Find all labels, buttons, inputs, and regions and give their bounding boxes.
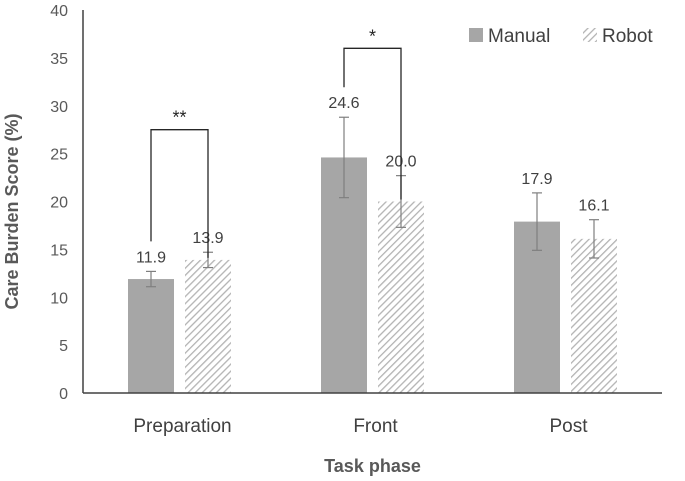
significance-bracket xyxy=(343,47,402,200)
significance-bracket xyxy=(150,129,209,258)
legend-label-manual: Manual xyxy=(488,26,550,47)
x-tick-label: Preparation xyxy=(133,416,231,437)
legend-swatch-robot xyxy=(583,28,597,42)
y-tick-label: 0 xyxy=(59,386,68,403)
data-label: 11.9 xyxy=(136,249,166,266)
y-tick-label: 5 xyxy=(59,338,68,355)
legend-swatch-manual xyxy=(469,28,483,42)
x-tick-label: Front xyxy=(353,416,398,437)
significance-label: * xyxy=(369,26,376,46)
y-tick-label: 35 xyxy=(50,51,68,68)
x-axis-title: Task phase xyxy=(324,456,421,476)
bar-robot-preparation xyxy=(185,259,231,393)
plot-area: 11.913.924.620.017.916.1*** xyxy=(128,26,617,393)
axes xyxy=(82,10,662,394)
bar-robot-front xyxy=(378,201,424,393)
y-tick-label: 20 xyxy=(50,195,68,212)
data-label: 24.6 xyxy=(328,95,359,112)
data-label: 17.9 xyxy=(521,171,552,188)
significance-label: ** xyxy=(172,108,186,128)
bar-manual-preparation xyxy=(128,279,174,393)
legend-label-robot: Robot xyxy=(602,26,653,47)
x-tick-label: Post xyxy=(549,416,588,437)
legend: Manual Robot xyxy=(469,26,653,47)
bar-robot-post xyxy=(571,238,617,393)
data-label: 16.1 xyxy=(578,198,609,215)
y-tick-label: 15 xyxy=(50,242,68,259)
y-tick-label: 25 xyxy=(50,147,68,164)
y-tick-label: 40 xyxy=(50,3,68,20)
y-tick-label: 30 xyxy=(50,99,68,116)
y-axis-title: Care Burden Score (%) xyxy=(2,113,22,309)
y-tick-label: 10 xyxy=(50,290,68,307)
